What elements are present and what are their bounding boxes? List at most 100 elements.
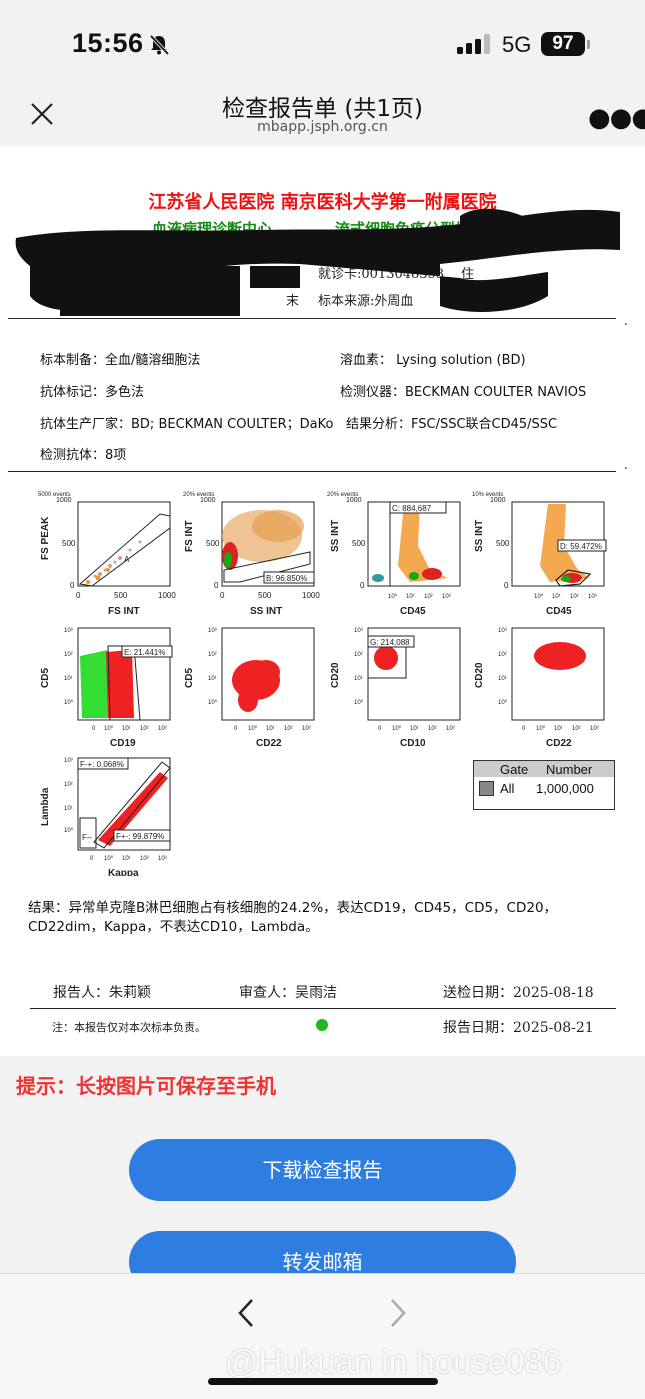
plot2-ylabel: FS INT [184,520,195,552]
plot4-ylabel: SS INT [474,520,485,552]
svg-text:0: 0 [522,726,526,732]
watermark: @Hukuan in house086 [225,1343,562,1380]
svg-text:10¹: 10¹ [266,726,275,732]
gate-all-number: 1,000,000 [536,781,594,796]
plot8-ylabel: CD20 [474,662,485,688]
svg-text:500: 500 [114,591,128,600]
lysing-solution: 溶血素： Lysing solution (BD) [340,353,526,368]
svg-text:10²: 10² [424,594,433,600]
plot3-xlabel: CD45 [400,606,426,617]
divider [8,318,616,319]
save-hint: 提示：长按图片可保存至手机 [16,1074,276,1098]
svg-text:10⁰: 10⁰ [64,699,74,706]
plot2-xlabel: SS INT [250,606,282,617]
svg-text:10¹: 10¹ [354,676,363,682]
flow-cytometry-plots: 5000 events 1000 500 0 0 500 1000 FS PEAK FS… [38,492,607,876]
svg-text:500: 500 [258,591,272,600]
plot5-xlabel: CD19 [110,738,136,749]
antibody-count: 检测抗体：8项 [40,448,127,463]
status-time: 15:56 [72,28,144,58]
svg-text:10²: 10² [208,652,217,658]
gate-swatch [479,781,494,796]
svg-text:10³: 10³ [590,726,599,732]
svg-text:0: 0 [70,581,75,590]
svg-text:10³: 10³ [158,856,167,862]
network-type: 5G [502,32,532,57]
svg-text:500: 500 [496,539,510,548]
download-report-button[interactable]: 下载检查报告 [129,1139,516,1201]
report-date: 报告日期：2025-08-21 [443,1020,594,1036]
analysis: 结果分析：FSC/SSC联合CD45/SSC [346,417,558,432]
svg-text:10⁰: 10⁰ [104,725,114,732]
plot3-gate: C: 884,687 [392,504,432,513]
plot1-gate: A [124,555,130,564]
svg-text:1000: 1000 [200,497,216,504]
svg-text:1000: 1000 [490,497,506,504]
plot4-gate: D: 59.472% [560,542,602,551]
back-arrow-icon[interactable] [236,1298,256,1328]
reviewer: 审查人：吴雨洁 [239,985,337,1001]
svg-text:10³: 10³ [64,758,73,764]
svg-text:10⁰: 10⁰ [498,699,508,706]
svg-text:10¹: 10¹ [406,594,415,600]
report-note: 注：本报告仅对本次标本负责。 [52,1021,206,1034]
svg-text:10⁰: 10⁰ [104,855,114,862]
forward-arrow-icon[interactable] [388,1298,408,1328]
svg-text:10³: 10³ [446,726,455,732]
svg-text:0: 0 [504,581,509,590]
instrument: 检测仪器：BECKMAN COULTER NAVIOS [340,385,587,400]
plot9-gate2: F+-: 99.879% [116,832,164,841]
plot2-gate: B: 96.850% [266,574,307,583]
page-url: mbapp.jsph.org.cn [257,119,388,135]
navigation-bar [0,80,645,146]
svg-text:10²: 10² [354,652,363,658]
gate-table: Gate Number All 1,000,000 [473,760,615,810]
gate-all: All [500,781,515,796]
redaction-mark [15,208,620,316]
svg-text:10²: 10² [498,652,507,658]
svg-text:10³: 10³ [498,628,507,634]
svg-text:1000: 1000 [56,497,72,504]
svg-text:0: 0 [90,856,94,862]
plot7-gate: G: 214,088 [370,638,410,647]
svg-text:10¹: 10¹ [208,676,217,682]
manufacturer: 抗体生产厂家：BD; BECKMAN COULTER；DaKo [40,417,334,432]
more-options-icon[interactable]: ●●● [588,103,645,133]
svg-text:0: 0 [76,591,81,600]
divider [30,1008,616,1009]
svg-text:0: 0 [92,726,96,732]
svg-text:10¹: 10¹ [552,594,561,600]
status-bar: 15:56 5G 97 [0,0,645,80]
svg-text:10²: 10² [64,782,73,788]
plot9-xlabel: Kappa [108,868,139,876]
svg-text:1000: 1000 [158,591,176,600]
plot1-ylabel: FS PEAK [40,516,51,560]
svg-text:10²: 10² [428,726,437,732]
svg-text:10⁰: 10⁰ [64,827,74,834]
divider [8,471,616,472]
bell-muted-icon [149,34,170,56]
plot4-events: 10% events [472,492,503,498]
svg-text:1000: 1000 [302,591,320,600]
home-indicator[interactable] [208,1378,438,1385]
number-header: Number [546,762,593,777]
page-title: 检查报告单 (共1页) [222,96,423,122]
plot1-events: 5000 events [38,492,71,498]
svg-text:10³: 10³ [64,628,73,634]
svg-text:10²: 10² [572,726,581,732]
svg-text:10³: 10³ [588,594,597,600]
svg-text:10²: 10² [140,726,149,732]
svg-text:10¹: 10¹ [554,726,563,732]
svg-text:10⁰: 10⁰ [388,593,398,600]
svg-text:0: 0 [220,591,225,600]
svg-text:10³: 10³ [354,628,363,634]
svg-text:500: 500 [206,539,220,548]
svg-text:500: 500 [352,539,366,548]
reporter: 报告人：朱莉颖 [53,985,151,1001]
plot9-gate3: F-- [82,833,93,842]
report-image[interactable]: 江苏省人民医院 南京医科大学第一附属医院 血液病理诊断中心 流式细胞免疫分型报告… [0,146,645,1056]
svg-text:10⁰: 10⁰ [392,725,402,732]
svg-text:10¹: 10¹ [122,856,131,862]
svg-text:10¹: 10¹ [498,676,507,682]
close-icon[interactable] [30,102,54,126]
